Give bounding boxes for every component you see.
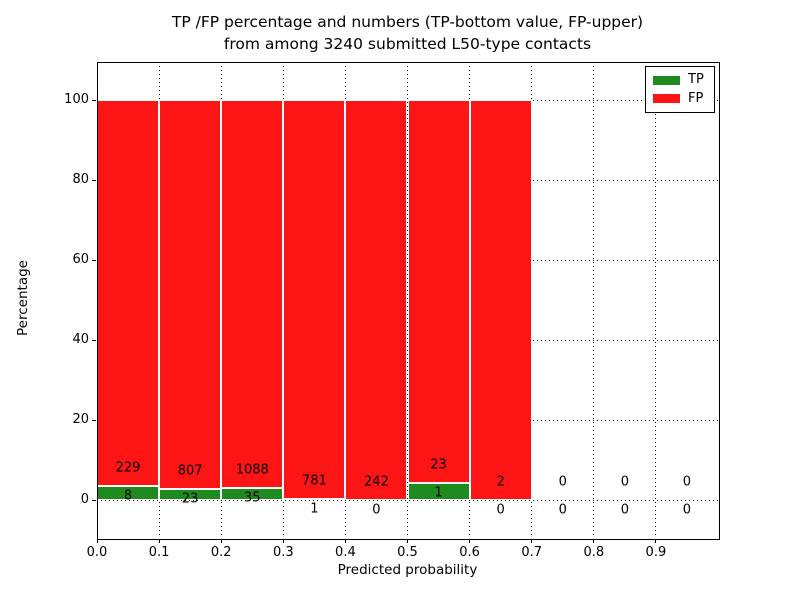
fp-count-label: 2 [496, 474, 505, 490]
y-tick [92, 99, 96, 101]
bar-segment-tp [159, 488, 222, 500]
y-tick-label: 80 [72, 172, 89, 187]
fp-count-label: 0 [558, 474, 567, 490]
x-tick-label: 0.7 [521, 545, 543, 560]
x-tick [158, 539, 160, 543]
bar-segment-fp [221, 100, 284, 488]
x-tick-label: 0.5 [397, 545, 418, 560]
y-tick [92, 499, 96, 501]
tp-count-label: 1 [310, 501, 319, 517]
x-tick [469, 539, 471, 543]
tp-count-label: 0 [620, 502, 629, 518]
y-axis-label: Percentage [15, 260, 31, 336]
fp-count-label: 0 [620, 474, 629, 490]
y-tick [92, 259, 96, 261]
y-tick [92, 339, 96, 341]
x-tick [655, 539, 657, 543]
bar-segment-tp [407, 483, 470, 500]
x-axis-label: Predicted probability [337, 562, 478, 578]
x-tick-label: 0.4 [335, 545, 356, 560]
legend-item-fp: FP [653, 90, 708, 106]
bar-segment-fp [97, 100, 160, 487]
x-tick [593, 539, 595, 543]
tp-count-label: 0 [372, 502, 381, 518]
tp-count-label: 8 [123, 488, 133, 504]
x-tick-label: 0.3 [272, 545, 294, 560]
legend: TP FP [645, 66, 715, 113]
y-tick-label: 20 [72, 412, 89, 427]
bar-segment-tp [221, 487, 284, 500]
legend-swatch-tp-icon [653, 75, 680, 85]
y-tick [92, 419, 96, 421]
x-tick [220, 539, 222, 543]
bar-segment-fp [345, 100, 408, 500]
chart-title-line1: TP /FP percentage and numbers (TP-bottom… [171, 13, 644, 31]
tp-count-label: 35 [243, 490, 261, 506]
x-tick [96, 539, 98, 543]
legend-label-tp: TP [688, 72, 704, 88]
fp-count-label: 781 [301, 473, 327, 489]
x-tick [407, 539, 408, 543]
bar-segment-fp [407, 100, 470, 484]
legend-item-tp: TP [653, 73, 708, 87]
y-tick-label: 100 [64, 92, 89, 107]
legend-swatch-fp-icon [653, 94, 680, 104]
y-tick-label: 60 [72, 252, 89, 267]
tp-count-label: 23 [181, 491, 199, 507]
chart-title-line2: from among 3240 submitted L50-type conta… [223, 35, 592, 53]
x-tick-label: 0.9 [645, 545, 667, 560]
x-tick [344, 539, 346, 543]
x-tick-label: 0.6 [459, 545, 480, 560]
legend-label-fp: FP [688, 90, 704, 106]
fp-count-label: 229 [115, 460, 141, 476]
gridline-vertical [655, 62, 657, 538]
x-tick-label: 0.1 [148, 545, 170, 560]
x-tick [531, 539, 533, 543]
bar-segment-fp [283, 100, 346, 500]
gridline-vertical [531, 62, 533, 538]
fp-count-label: 807 [177, 463, 203, 479]
y-tick-label: 40 [72, 332, 89, 347]
tp-count-label: 0 [558, 502, 567, 518]
x-tick-label: 0.8 [583, 545, 605, 560]
tp-count-label: 1 [434, 485, 443, 501]
fp-count-label: 23 [430, 457, 447, 473]
y-tick [92, 179, 96, 181]
bar-segment-fp [159, 100, 222, 489]
gridline-vertical [593, 62, 595, 538]
bar-segment-fp [469, 100, 532, 500]
tp-count-label: 0 [496, 502, 505, 518]
x-tick [282, 539, 284, 543]
fp-count-label: 0 [682, 474, 692, 490]
fp-count-label: 1088 [235, 462, 269, 478]
tp-count-label: 0 [682, 502, 692, 518]
x-tick-label: 0.2 [210, 545, 232, 560]
chart-title: TP /FP percentage and numbers (TP-bottom… [97, 11, 718, 55]
fp-count-label: 242 [364, 474, 389, 490]
y-tick-label: 0 [80, 492, 89, 507]
x-tick-label: 0.0 [86, 545, 108, 560]
